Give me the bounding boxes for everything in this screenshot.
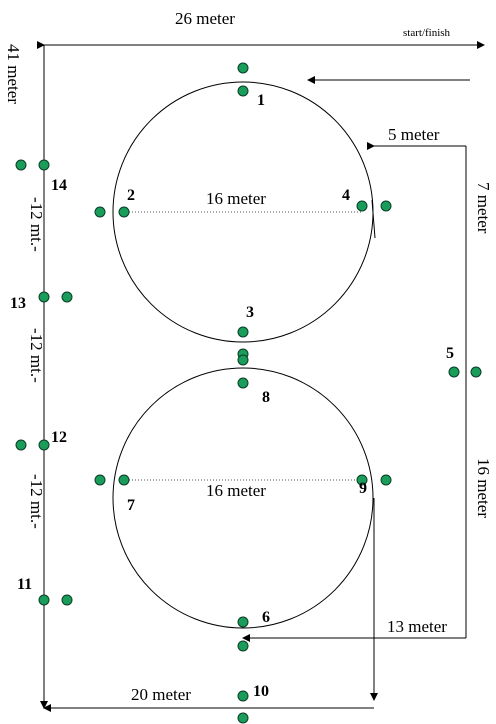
lower-circle xyxy=(112,367,374,629)
cone-dot xyxy=(15,439,27,451)
cone-dot xyxy=(470,366,482,378)
cone-number-1: 1 xyxy=(257,92,265,109)
cone-dot xyxy=(15,159,27,171)
seven-meter-label: 7 meter xyxy=(474,182,493,234)
cone-dot xyxy=(237,62,249,74)
cone-dot xyxy=(118,474,130,486)
cone-number-11: 11 xyxy=(17,576,32,593)
cone-dot xyxy=(237,712,249,724)
cone-dot xyxy=(237,640,249,652)
cone-dot xyxy=(61,291,73,303)
cone-number-8: 8 xyxy=(262,389,270,406)
cone-dot xyxy=(356,200,368,212)
cone-dot xyxy=(38,159,50,171)
cone-dot xyxy=(237,326,249,338)
cone-number-2: 2 xyxy=(127,187,135,204)
segment-label-3: -12 mt.- xyxy=(27,474,46,529)
upper-diameter-label: 16 meter xyxy=(206,189,266,208)
cone-dot xyxy=(38,594,50,606)
cone-dot xyxy=(448,366,460,378)
start-finish-label: start/finish xyxy=(403,27,451,39)
top-width-label: 26 meter xyxy=(175,9,235,28)
cone-number-13: 13 xyxy=(10,295,26,312)
cone-dot xyxy=(380,200,392,212)
segment-label-1: -12 mt.- xyxy=(27,197,46,252)
cone-dot xyxy=(118,206,130,218)
cone-number-3: 3 xyxy=(246,304,254,321)
cone-dot xyxy=(356,474,368,486)
cone-number-5: 5 xyxy=(446,345,454,362)
cone-dots xyxy=(15,62,482,724)
cone-number-4: 4 xyxy=(342,187,350,204)
lower-diameter-label: 16 meter xyxy=(206,481,266,500)
cone-dot xyxy=(38,439,50,451)
cone-dot xyxy=(237,377,249,389)
cone-dot xyxy=(94,474,106,486)
cone-dot xyxy=(38,291,50,303)
cone-dot xyxy=(94,206,106,218)
cone-dot xyxy=(61,594,73,606)
cone-number-10: 10 xyxy=(253,683,269,700)
cone-dot xyxy=(237,85,249,97)
cone-4-marker-line xyxy=(371,199,376,239)
twenty-meter-label: 20 meter xyxy=(131,685,191,704)
left-height-label: 41 meter xyxy=(4,44,23,104)
cone-number-14: 14 xyxy=(51,177,67,194)
cone-dot xyxy=(380,474,392,486)
cone-dot xyxy=(237,616,249,628)
sixteen-meter-label: 16 meter xyxy=(474,458,493,518)
cone-dot xyxy=(237,354,249,366)
thirteen-meter-label: 13 meter xyxy=(387,617,447,636)
cone-number-6: 6 xyxy=(262,609,270,626)
five-meter-label: 5 meter xyxy=(388,125,440,144)
cone-dot xyxy=(237,690,249,702)
cone-number-9: 9 xyxy=(359,480,367,497)
cone-number-7: 7 xyxy=(127,497,135,514)
cone-number-12: 12 xyxy=(51,429,67,446)
segment-label-2: -12 mt.- xyxy=(27,328,46,383)
